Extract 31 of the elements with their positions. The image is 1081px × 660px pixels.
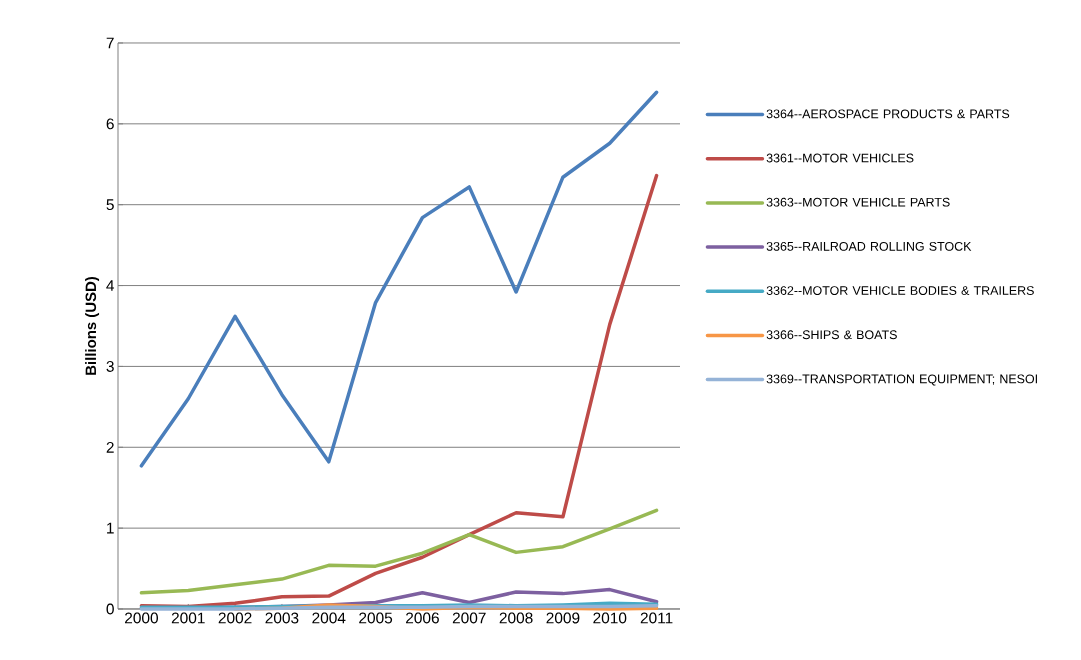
legend-label: 3364--AEROSPACE PRODUCTS & PARTS (766, 109, 1010, 119)
legend-label: 3366--SHIPS & BOATS (766, 330, 897, 340)
y-tick-label: 1 (107, 522, 114, 534)
x-tick-label: 2001 (171, 612, 205, 624)
y-tick-label: 6 (106, 118, 114, 130)
x-tick-label: 2008 (499, 612, 533, 624)
legend-label: 3363--MOTOR VEHICLE PARTS (766, 197, 950, 207)
y-tick-label: 3 (106, 360, 114, 372)
line-series (139, 90, 659, 468)
y-tick-label: 0 (106, 603, 114, 615)
y-axis-title: Billions (USD) (85, 276, 100, 375)
legend-label: 3361--MOTOR VEHICLES (766, 153, 914, 163)
x-tick-label: 2005 (359, 612, 393, 624)
y-tick-label: 4 (106, 280, 115, 291)
x-tick-label: 2009 (546, 612, 580, 624)
x-tick-label: 2006 (406, 612, 439, 624)
legend-label: 3365--RAILROAD ROLLING STOCK (766, 241, 972, 251)
x-tick-label: 2011 (640, 612, 673, 624)
x-tick-label: 2007 (452, 612, 486, 624)
legend-label: 3362--MOTOR VEHICLE BODIES & TRAILERS (766, 286, 1034, 295)
line-series (139, 173, 659, 609)
y-tick-label: 7 (106, 37, 114, 49)
line-series (139, 508, 659, 595)
legend-label: 3369--TRANSPORTATION EQUIPMENT; NESOI (766, 374, 1037, 386)
x-tick-label: 2000 (125, 612, 158, 624)
x-tick-label: 2010 (593, 612, 627, 624)
x-tick-label: 2002 (218, 612, 252, 624)
y-tick-label: 2 (106, 441, 114, 453)
x-tick-label: 2003 (265, 612, 299, 624)
y-tick-label: 5 (106, 199, 114, 211)
x-tick-label: 2004 (312, 612, 346, 624)
